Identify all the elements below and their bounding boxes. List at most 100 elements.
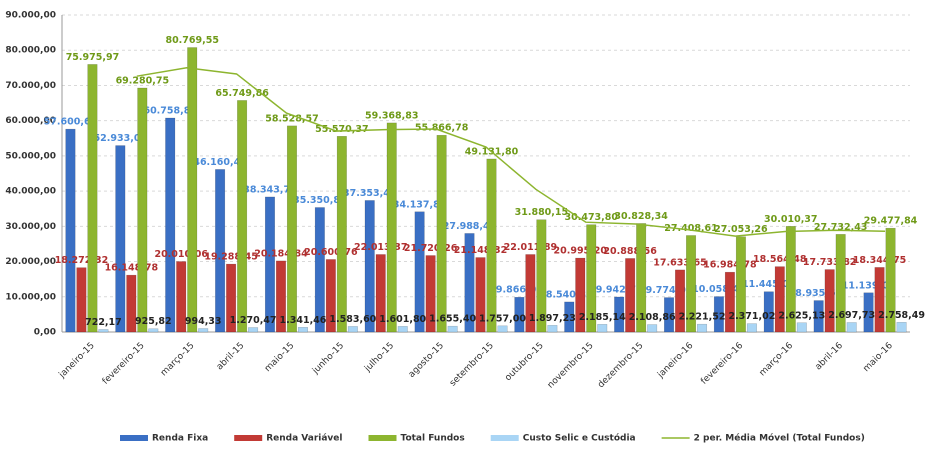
bar xyxy=(647,324,658,333)
value-label: 55.570,37 xyxy=(315,124,369,135)
value-label: 20.995,20 xyxy=(554,246,608,257)
x-tick-label: maio-15 xyxy=(263,341,296,374)
bar xyxy=(176,261,187,333)
value-label: 11.445,09 xyxy=(742,279,796,290)
bar xyxy=(675,269,686,333)
value-label: 21.148,32 xyxy=(454,245,508,256)
x-tick-label: março-15 xyxy=(159,341,197,379)
legend-swatch xyxy=(368,435,397,441)
x-tick-label: março-16 xyxy=(758,341,796,379)
value-label: 29.477,84 xyxy=(864,216,918,227)
value-label: 35.350,82 xyxy=(293,195,347,206)
value-label: 1.601,80 xyxy=(379,314,426,325)
value-label: 17.633,65 xyxy=(653,257,707,268)
bar xyxy=(187,47,198,333)
x-tick-label: junho-15 xyxy=(310,341,346,377)
bar xyxy=(564,301,575,333)
y-tick-label: 50.000,00 xyxy=(5,151,56,161)
bar xyxy=(226,263,237,333)
bar xyxy=(763,291,774,333)
x-tick-label: maio-16 xyxy=(862,341,896,375)
bar xyxy=(586,224,597,333)
bar xyxy=(65,128,76,333)
x-tick-label: julho-15 xyxy=(362,341,396,375)
legend-swatch xyxy=(490,435,519,441)
value-label: 925,82 xyxy=(135,316,172,327)
value-label: 37.353,46 xyxy=(343,188,397,199)
value-label: 60.758,89 xyxy=(143,105,197,116)
bar xyxy=(525,254,536,333)
value-label: 21.720,26 xyxy=(404,243,458,254)
value-label: 20.184,84 xyxy=(254,248,308,259)
x-tick-label: outubro-15 xyxy=(503,341,545,383)
bar xyxy=(425,255,436,333)
legend-label: Renda Fixa xyxy=(152,434,208,444)
bar xyxy=(713,296,724,333)
value-label: 30.828,34 xyxy=(614,211,668,222)
legend-label: 2 per. Média Móvel (Total Fundos) xyxy=(694,433,865,444)
bar xyxy=(237,100,248,333)
value-label: 1.897,23 xyxy=(529,313,576,324)
bar xyxy=(347,326,358,333)
bar xyxy=(297,327,308,333)
bar xyxy=(547,325,558,333)
x-tick-label: abril-16 xyxy=(813,341,845,373)
bar xyxy=(497,325,508,333)
value-label: 2.625,13 xyxy=(778,310,825,321)
x-tick-label: agosto-15 xyxy=(407,341,446,380)
bar xyxy=(414,211,425,333)
bar xyxy=(514,296,525,333)
value-label: 2.221,52 xyxy=(679,312,726,323)
value-label: 58.528,57 xyxy=(265,113,319,124)
value-label: 1.270,47 xyxy=(230,315,277,326)
x-tick-label: abril-15 xyxy=(215,341,247,373)
x-tick-label: fevereiro-16 xyxy=(699,341,745,387)
value-label: 11.139,09 xyxy=(842,280,896,291)
value-label: 20.010,06 xyxy=(154,249,208,260)
bar xyxy=(76,267,87,333)
x-tick-label: setembro-15 xyxy=(448,341,496,389)
value-label: 30.473,80 xyxy=(565,212,619,223)
bar xyxy=(896,322,907,333)
bar xyxy=(286,125,297,333)
value-label: 2.185,14 xyxy=(579,312,626,323)
value-label: 1.341,46 xyxy=(280,315,327,326)
value-label: 8.540,37 xyxy=(546,289,593,300)
y-tick-label: 10.000,00 xyxy=(5,292,56,302)
bar xyxy=(835,234,846,333)
value-label: 75.975,97 xyxy=(66,52,120,63)
y-tick-label: 40.000,00 xyxy=(5,187,56,197)
bar xyxy=(597,324,608,333)
value-label: 18.344,75 xyxy=(853,255,907,266)
value-label: 19.288,45 xyxy=(204,252,258,263)
bar xyxy=(863,292,874,333)
bar xyxy=(824,269,835,333)
value-label: 2.108,86 xyxy=(629,312,676,323)
bar xyxy=(785,226,796,333)
y-tick-label: 0,00 xyxy=(34,328,56,338)
value-label: 59.368,83 xyxy=(365,110,419,121)
value-label: 57.600,65 xyxy=(44,117,98,128)
bar xyxy=(874,267,885,333)
bar xyxy=(774,266,785,333)
bar xyxy=(697,323,708,333)
value-label: 2.371,02 xyxy=(728,311,775,322)
bar xyxy=(248,327,259,333)
value-label: 1.757,00 xyxy=(479,313,526,324)
y-tick-label: 70.000,00 xyxy=(5,81,56,91)
bar xyxy=(215,169,226,333)
y-tick-label: 30.000,00 xyxy=(5,222,56,232)
value-label: 8.935,60 xyxy=(795,288,842,299)
bar xyxy=(475,257,486,333)
bar xyxy=(397,326,408,333)
value-label: 1.583,60 xyxy=(329,314,376,325)
value-label: 17.733,82 xyxy=(803,257,857,268)
value-label: 65.749,86 xyxy=(215,88,269,99)
bar xyxy=(325,259,336,333)
bar xyxy=(375,254,386,333)
value-label: 27.408,61 xyxy=(664,223,718,234)
value-label: 994,33 xyxy=(185,316,222,327)
bar xyxy=(436,134,447,333)
value-label: 27.053,26 xyxy=(714,224,768,235)
bar xyxy=(724,271,735,333)
